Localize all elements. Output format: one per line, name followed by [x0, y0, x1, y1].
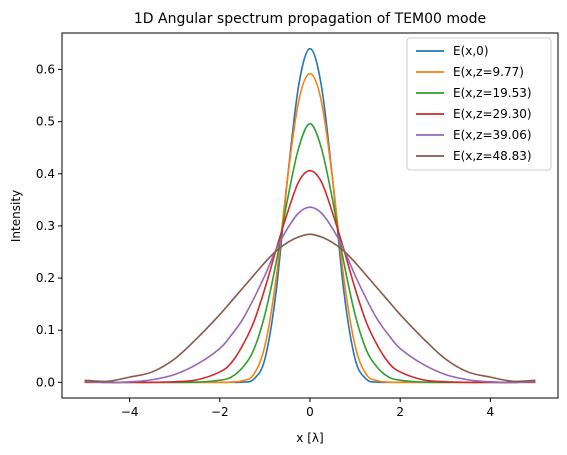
- x-tick-label: 0: [306, 405, 314, 419]
- x-axis-ticks: −4 −2 0 2 4: [121, 398, 494, 419]
- legend-label-4: E(x,z=39.06): [453, 128, 532, 142]
- y-axis-ticks: 0.0 0.1 0.2 0.3 0.4 0.5 0.6: [36, 63, 62, 389]
- y-tick-label: 0.5: [36, 115, 55, 129]
- series-line-4: [84, 206, 536, 384]
- series-line-5: [84, 233, 536, 383]
- legend-label-0: E(x,0): [453, 44, 489, 58]
- y-tick-label: 0.0: [36, 375, 55, 389]
- legend-label-3: E(x,z=29.30): [453, 107, 532, 121]
- x-axis-label: x [λ]: [296, 431, 323, 445]
- legend: E(x,0) E(x,z=9.77) E(x,z=19.53) E(x,z=29.30…: [406, 37, 552, 171]
- y-tick-label: 0.4: [36, 167, 55, 181]
- x-tick-label: 2: [396, 405, 404, 419]
- legend-label-1: E(x,z=9.77): [453, 65, 524, 79]
- legend-label-2: E(x,z=19.53): [453, 86, 532, 100]
- series-line-2: [84, 122, 536, 384]
- legend-label-5: E(x,z=48.83): [453, 149, 532, 163]
- y-tick-label: 0.1: [36, 323, 55, 337]
- y-tick-label: 0.6: [36, 63, 55, 77]
- x-tick-label: −2: [211, 405, 229, 419]
- x-tick-label: 4: [487, 405, 495, 419]
- x-tick-label: −4: [121, 405, 139, 419]
- plot-lines: [84, 47, 536, 384]
- chart-title: 1D Angular spectrum propagation of TEM00…: [134, 11, 486, 27]
- series-line-3: [84, 169, 536, 384]
- y-tick-label: 0.3: [36, 219, 55, 233]
- y-axis-label: Intensity: [9, 190, 23, 242]
- legend-box: [406, 37, 552, 171]
- y-tick-label: 0.2: [36, 271, 55, 285]
